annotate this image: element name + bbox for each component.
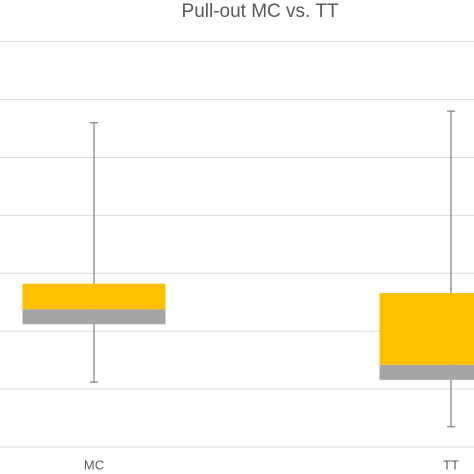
box-lower xyxy=(22,309,166,325)
box-upper xyxy=(379,292,474,365)
box-lower xyxy=(379,364,474,380)
box-upper xyxy=(22,283,166,310)
x-tick-label: MC xyxy=(84,457,104,472)
chart-title: Pull-out MC vs. TT xyxy=(182,1,339,22)
x-tick-label: TT xyxy=(443,457,459,472)
